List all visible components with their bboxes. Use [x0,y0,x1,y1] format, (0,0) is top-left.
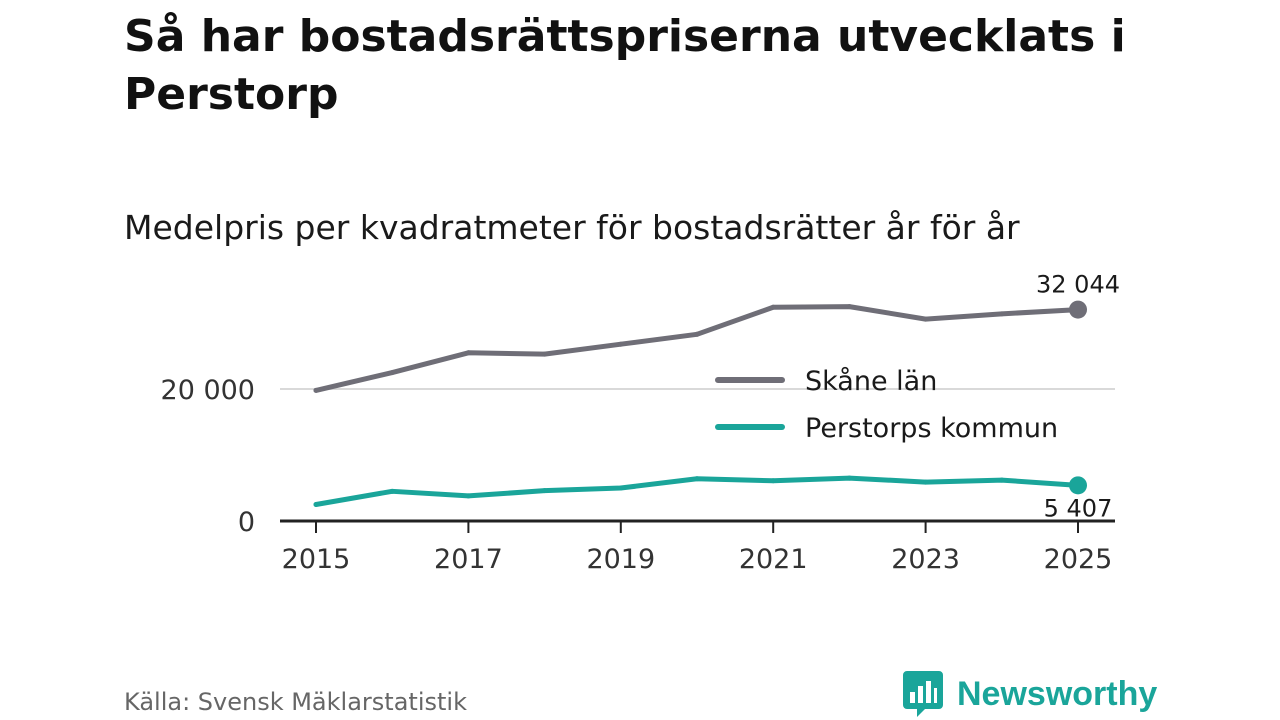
data-point-perstorp [618,485,624,491]
y-tick-label: 20 000 [161,375,255,406]
chart-title: Så har bostadsrättspriserna utvecklats i… [124,11,1126,120]
data-point-skane [923,316,929,322]
data-point-perstorp [465,493,471,499]
data-point-perstorp [999,477,1005,483]
end-marker-perstorp [1069,476,1087,495]
x-tick-label: 2019 [586,544,655,575]
x-tick-label: 2025 [1044,544,1113,575]
data-point-skane [465,350,471,356]
data-point-perstorp [694,476,700,482]
data-point-skane [389,370,395,376]
data-point-perstorp [542,488,548,494]
x-tick-label: 2017 [434,544,503,575]
data-point-perstorp [770,478,776,484]
chart-subtitle: Medelpris per kvadratmeter för bostadsrä… [124,208,1020,247]
y-tick-label: 0 [238,507,255,538]
data-point-skane [313,387,319,393]
data-point-skane [999,311,1005,317]
data-point-skane [694,331,700,337]
end-value-label-skane: 32 044 [1036,271,1120,299]
data-point-skane [618,341,624,347]
source-note: Källa: Svensk Mäklarstatistik [124,688,467,716]
data-point-perstorp [923,479,929,485]
data-point-perstorp [389,488,395,494]
series-line-perstorp [313,475,1081,508]
data-point-perstorp [313,502,319,508]
x-tick-label: 2015 [282,544,351,575]
newsworthy-logo: Newsworthy [903,670,1157,718]
brand-name: Newsworthy [957,675,1158,713]
newsworthy-chat-chart-icon [903,671,943,717]
data-point-perstorp [846,475,852,481]
data-point-skane [846,304,852,310]
data-point-skane [542,351,548,357]
legend-label-skane: Skåne län [805,366,937,397]
series-line-skane [313,304,1081,393]
legend-label-perstorp: Perstorps kommun [805,413,1058,444]
end-value-label-perstorp: 5 407 [1044,494,1113,522]
end-marker-skane [1069,300,1087,319]
x-tick-label: 2021 [739,544,808,575]
data-point-skane [770,304,776,310]
x-tick-label: 2023 [891,544,960,575]
